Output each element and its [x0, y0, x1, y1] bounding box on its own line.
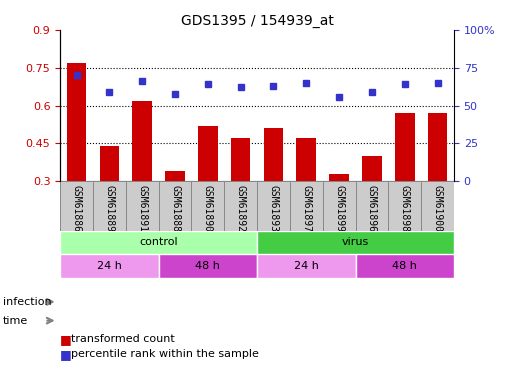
Text: GSM61891: GSM61891 [137, 185, 147, 232]
Bar [132, 100, 152, 181]
Text: 24 h: 24 h [97, 261, 122, 271]
Bar [231, 138, 251, 181]
Text: GSM61900: GSM61900 [433, 185, 442, 232]
Bar [158, 254, 257, 278]
Text: GSM61888: GSM61888 [170, 185, 180, 232]
Bar [428, 113, 447, 181]
Bar [126, 181, 158, 231]
Bar [93, 181, 126, 231]
Text: transformed count: transformed count [71, 334, 174, 344]
Text: 24 h: 24 h [294, 261, 319, 271]
Text: GSM61898: GSM61898 [400, 185, 410, 232]
Bar [257, 181, 290, 231]
Text: ■: ■ [60, 333, 72, 346]
Bar [395, 113, 415, 181]
Bar [356, 181, 388, 231]
Bar [60, 231, 257, 254]
Bar [356, 254, 454, 278]
Text: percentile rank within the sample: percentile rank within the sample [71, 350, 258, 359]
Bar [323, 181, 356, 231]
Text: GSM61899: GSM61899 [334, 185, 344, 232]
Bar [191, 181, 224, 231]
Text: GSM61886: GSM61886 [72, 185, 82, 232]
Bar [257, 254, 356, 278]
Bar [297, 138, 316, 181]
Bar [165, 171, 185, 181]
Text: ■: ■ [60, 348, 72, 361]
Text: time: time [3, 316, 28, 326]
Bar [67, 63, 86, 181]
Bar [388, 181, 421, 231]
Bar [421, 181, 454, 231]
Text: virus: virus [342, 237, 369, 248]
Text: 48 h: 48 h [392, 261, 417, 271]
Bar [158, 181, 191, 231]
Text: 48 h: 48 h [196, 261, 220, 271]
Bar [99, 146, 119, 181]
Bar [362, 156, 382, 181]
Text: GSM61893: GSM61893 [268, 185, 278, 232]
Bar [198, 126, 218, 181]
Text: GSM61892: GSM61892 [236, 185, 246, 232]
Bar [224, 181, 257, 231]
Bar [264, 128, 283, 181]
Title: GDS1395 / 154939_at: GDS1395 / 154939_at [180, 13, 334, 28]
Text: GSM61889: GSM61889 [105, 185, 115, 232]
Text: GSM61896: GSM61896 [367, 185, 377, 232]
Bar [329, 174, 349, 181]
Text: control: control [139, 237, 178, 248]
Bar [60, 181, 93, 231]
Bar [290, 181, 323, 231]
Bar [257, 231, 454, 254]
Text: GSM61897: GSM61897 [301, 185, 311, 232]
Text: GSM61890: GSM61890 [203, 185, 213, 232]
Bar [60, 254, 158, 278]
Text: infection: infection [3, 297, 51, 307]
